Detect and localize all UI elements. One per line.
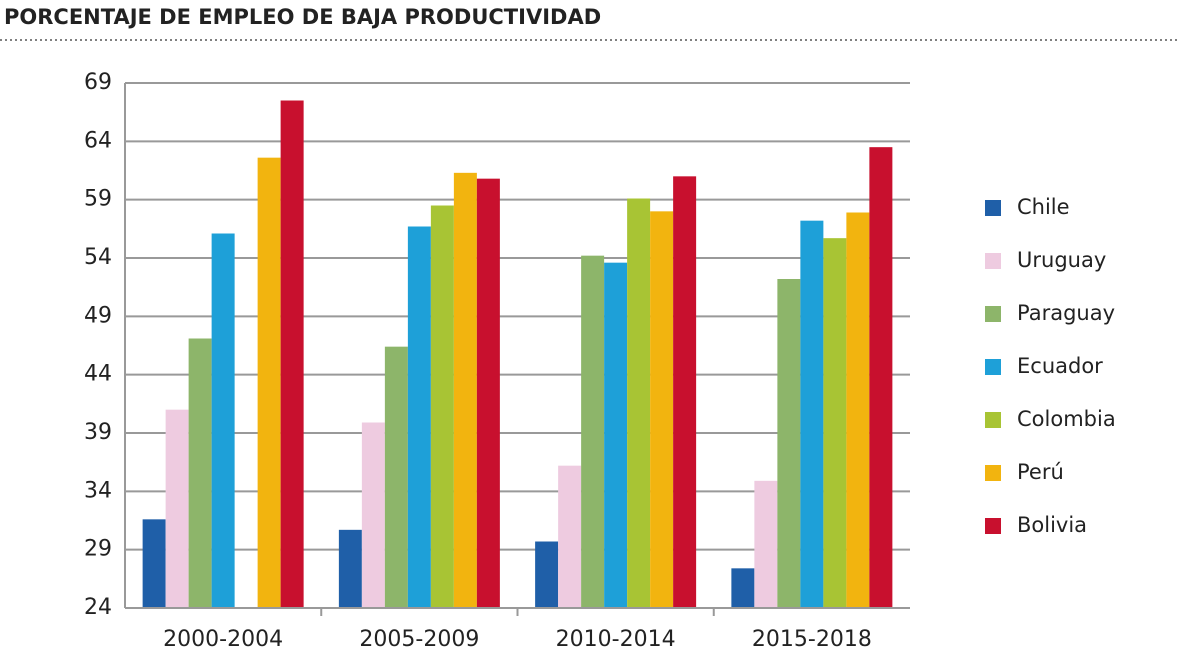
legend-swatch — [985, 412, 1001, 428]
bar — [650, 211, 674, 609]
x-tick-label: 2010-2014 — [556, 627, 676, 652]
bar — [673, 176, 697, 609]
bar — [800, 220, 824, 608]
y-tick-label: 24 — [84, 595, 112, 620]
legend-label: Chile — [1017, 195, 1070, 219]
x-tick-label: 2000-2004 — [163, 627, 283, 652]
bar — [257, 157, 281, 608]
y-tick-label: 29 — [84, 537, 112, 562]
bar — [476, 178, 500, 608]
bar — [188, 338, 212, 608]
bar — [407, 226, 431, 608]
x-tick-label: 2005-2009 — [359, 627, 479, 652]
bar — [777, 279, 801, 608]
bar — [535, 541, 559, 608]
bar — [142, 519, 166, 608]
bar — [165, 409, 189, 608]
y-tick-label: 69 — [84, 70, 112, 95]
bar — [846, 212, 870, 608]
x-tick-label: 2015-2018 — [752, 627, 872, 652]
y-tick-label: 64 — [84, 128, 112, 153]
bar — [823, 238, 847, 608]
legend-label: Uruguay — [1017, 248, 1106, 272]
bar — [558, 465, 582, 608]
bar — [338, 529, 362, 608]
bar — [754, 480, 778, 608]
bar — [604, 262, 628, 608]
legend-label: Bolivia — [1017, 513, 1087, 537]
y-tick-label: 34 — [84, 478, 112, 503]
legend-swatch — [985, 200, 1001, 216]
bar — [280, 100, 304, 608]
bar — [361, 422, 385, 608]
y-tick-label: 49 — [84, 303, 112, 328]
legend-swatch — [985, 306, 1001, 322]
bar — [211, 233, 235, 608]
y-tick-label: 44 — [84, 362, 112, 387]
bar — [430, 205, 454, 608]
bar — [627, 198, 651, 608]
legend-swatch — [985, 253, 1001, 269]
bar — [453, 172, 477, 609]
legend-label: Paraguay — [1017, 301, 1115, 325]
y-tick-label: 59 — [84, 187, 112, 212]
bar — [384, 346, 408, 608]
legend-label: Ecuador — [1017, 354, 1103, 378]
bar — [581, 255, 605, 608]
legend-swatch — [985, 518, 1001, 534]
chart-title: PORCENTAJE DE EMPLEO DE BAJA PRODUCTIVID… — [4, 5, 601, 29]
bar — [731, 568, 755, 608]
y-tick-label: 54 — [84, 245, 112, 270]
y-tick-label: 39 — [84, 420, 112, 445]
bar — [869, 147, 893, 608]
legend-swatch — [985, 465, 1001, 481]
legend-label: Colombia — [1017, 407, 1116, 431]
legend-label: Perú — [1017, 460, 1064, 484]
legend-swatch — [985, 359, 1001, 375]
